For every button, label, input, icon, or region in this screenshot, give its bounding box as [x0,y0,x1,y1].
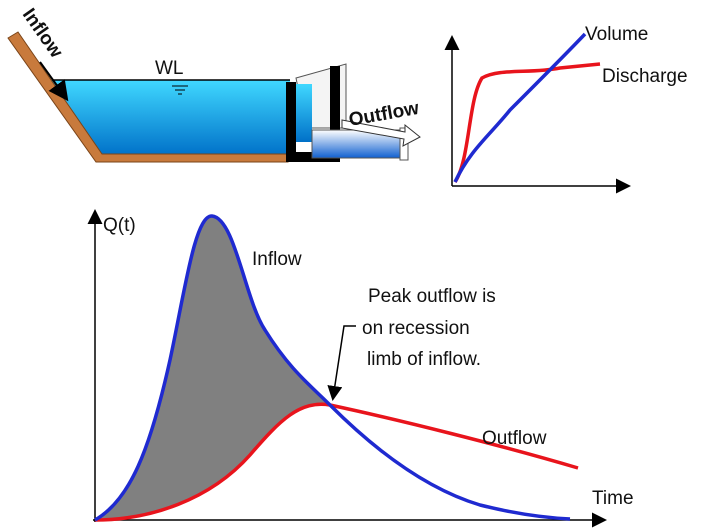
annotation-line: Peak outflow is [368,286,496,307]
volume-label: Volume [585,24,648,45]
discharge-curve [455,64,600,182]
outflow-label: Outflow [347,98,420,131]
y-axis-label: Q(t) [103,215,136,236]
wl-label: WL [155,58,184,79]
volume-curve [455,34,585,182]
water [45,80,290,156]
annotation-arrow [333,326,356,398]
outlet-water [296,84,312,142]
x-axis-label: Time [592,488,634,509]
reservoir: Inflow WL Outflow [8,5,421,162]
inflow-label: Inflow [252,249,302,270]
storage-chart: Volume Discharge [452,24,688,186]
annotation-line: limb of inflow. [367,349,481,370]
annotation-line: on recession [362,318,470,339]
outlet-wall [286,82,296,152]
discharge-label: Discharge [602,66,688,87]
diagram: Inflow WL Outflow Volume Discharge Q(t) … [0,0,720,528]
hydrograph: Q(t) Time Inflow Outflow Peak outflow is… [93,212,634,522]
outflow-label: Outflow [482,428,547,449]
